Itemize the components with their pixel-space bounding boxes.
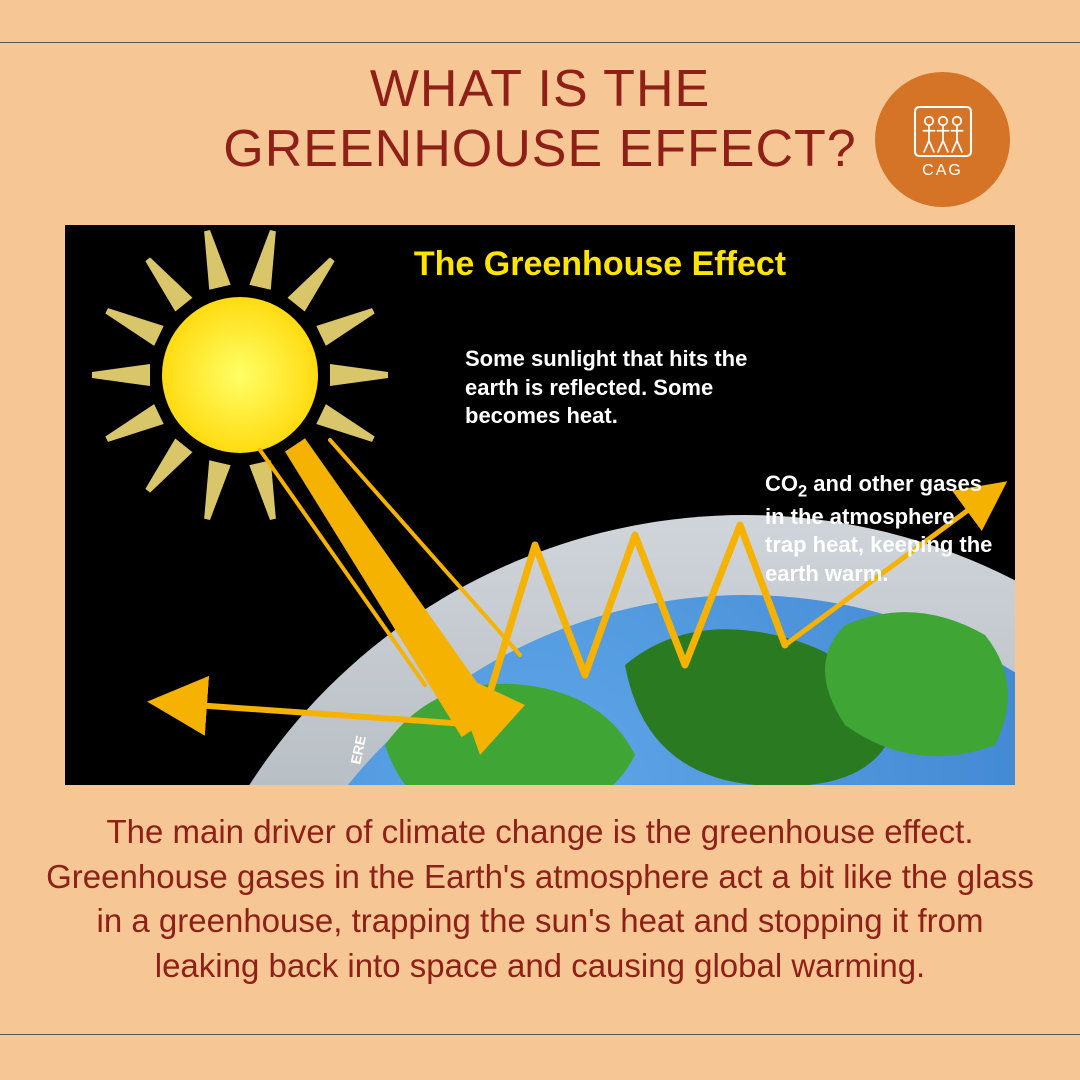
- caption-sunlight: Some sunlight that hits the earth is ref…: [465, 345, 805, 431]
- bottom-divider: [0, 1034, 1080, 1035]
- logo-label: CAG: [922, 162, 963, 180]
- caption-co2: CO2 and other gases in the atmosphere tr…: [765, 470, 995, 589]
- title-line-1: WHAT IS THE: [370, 60, 710, 118]
- infographic-page: WHAT IS THE GREENHOUSE EFFECT? CAG: [0, 0, 1080, 1080]
- diagram-title: The Greenhouse Effect: [65, 245, 1015, 284]
- sun-icon: [162, 297, 318, 453]
- title-line-2: GREENHOUSE EFFECT?: [223, 120, 856, 178]
- top-divider: [0, 42, 1080, 43]
- logo-figures-icon: [898, 100, 988, 170]
- footer-description: The main driver of climate change is the…: [40, 810, 1040, 988]
- cag-logo: CAG: [875, 72, 1010, 207]
- greenhouse-diagram: ERE The Greenhouse Effect Some sunlight …: [65, 225, 1015, 785]
